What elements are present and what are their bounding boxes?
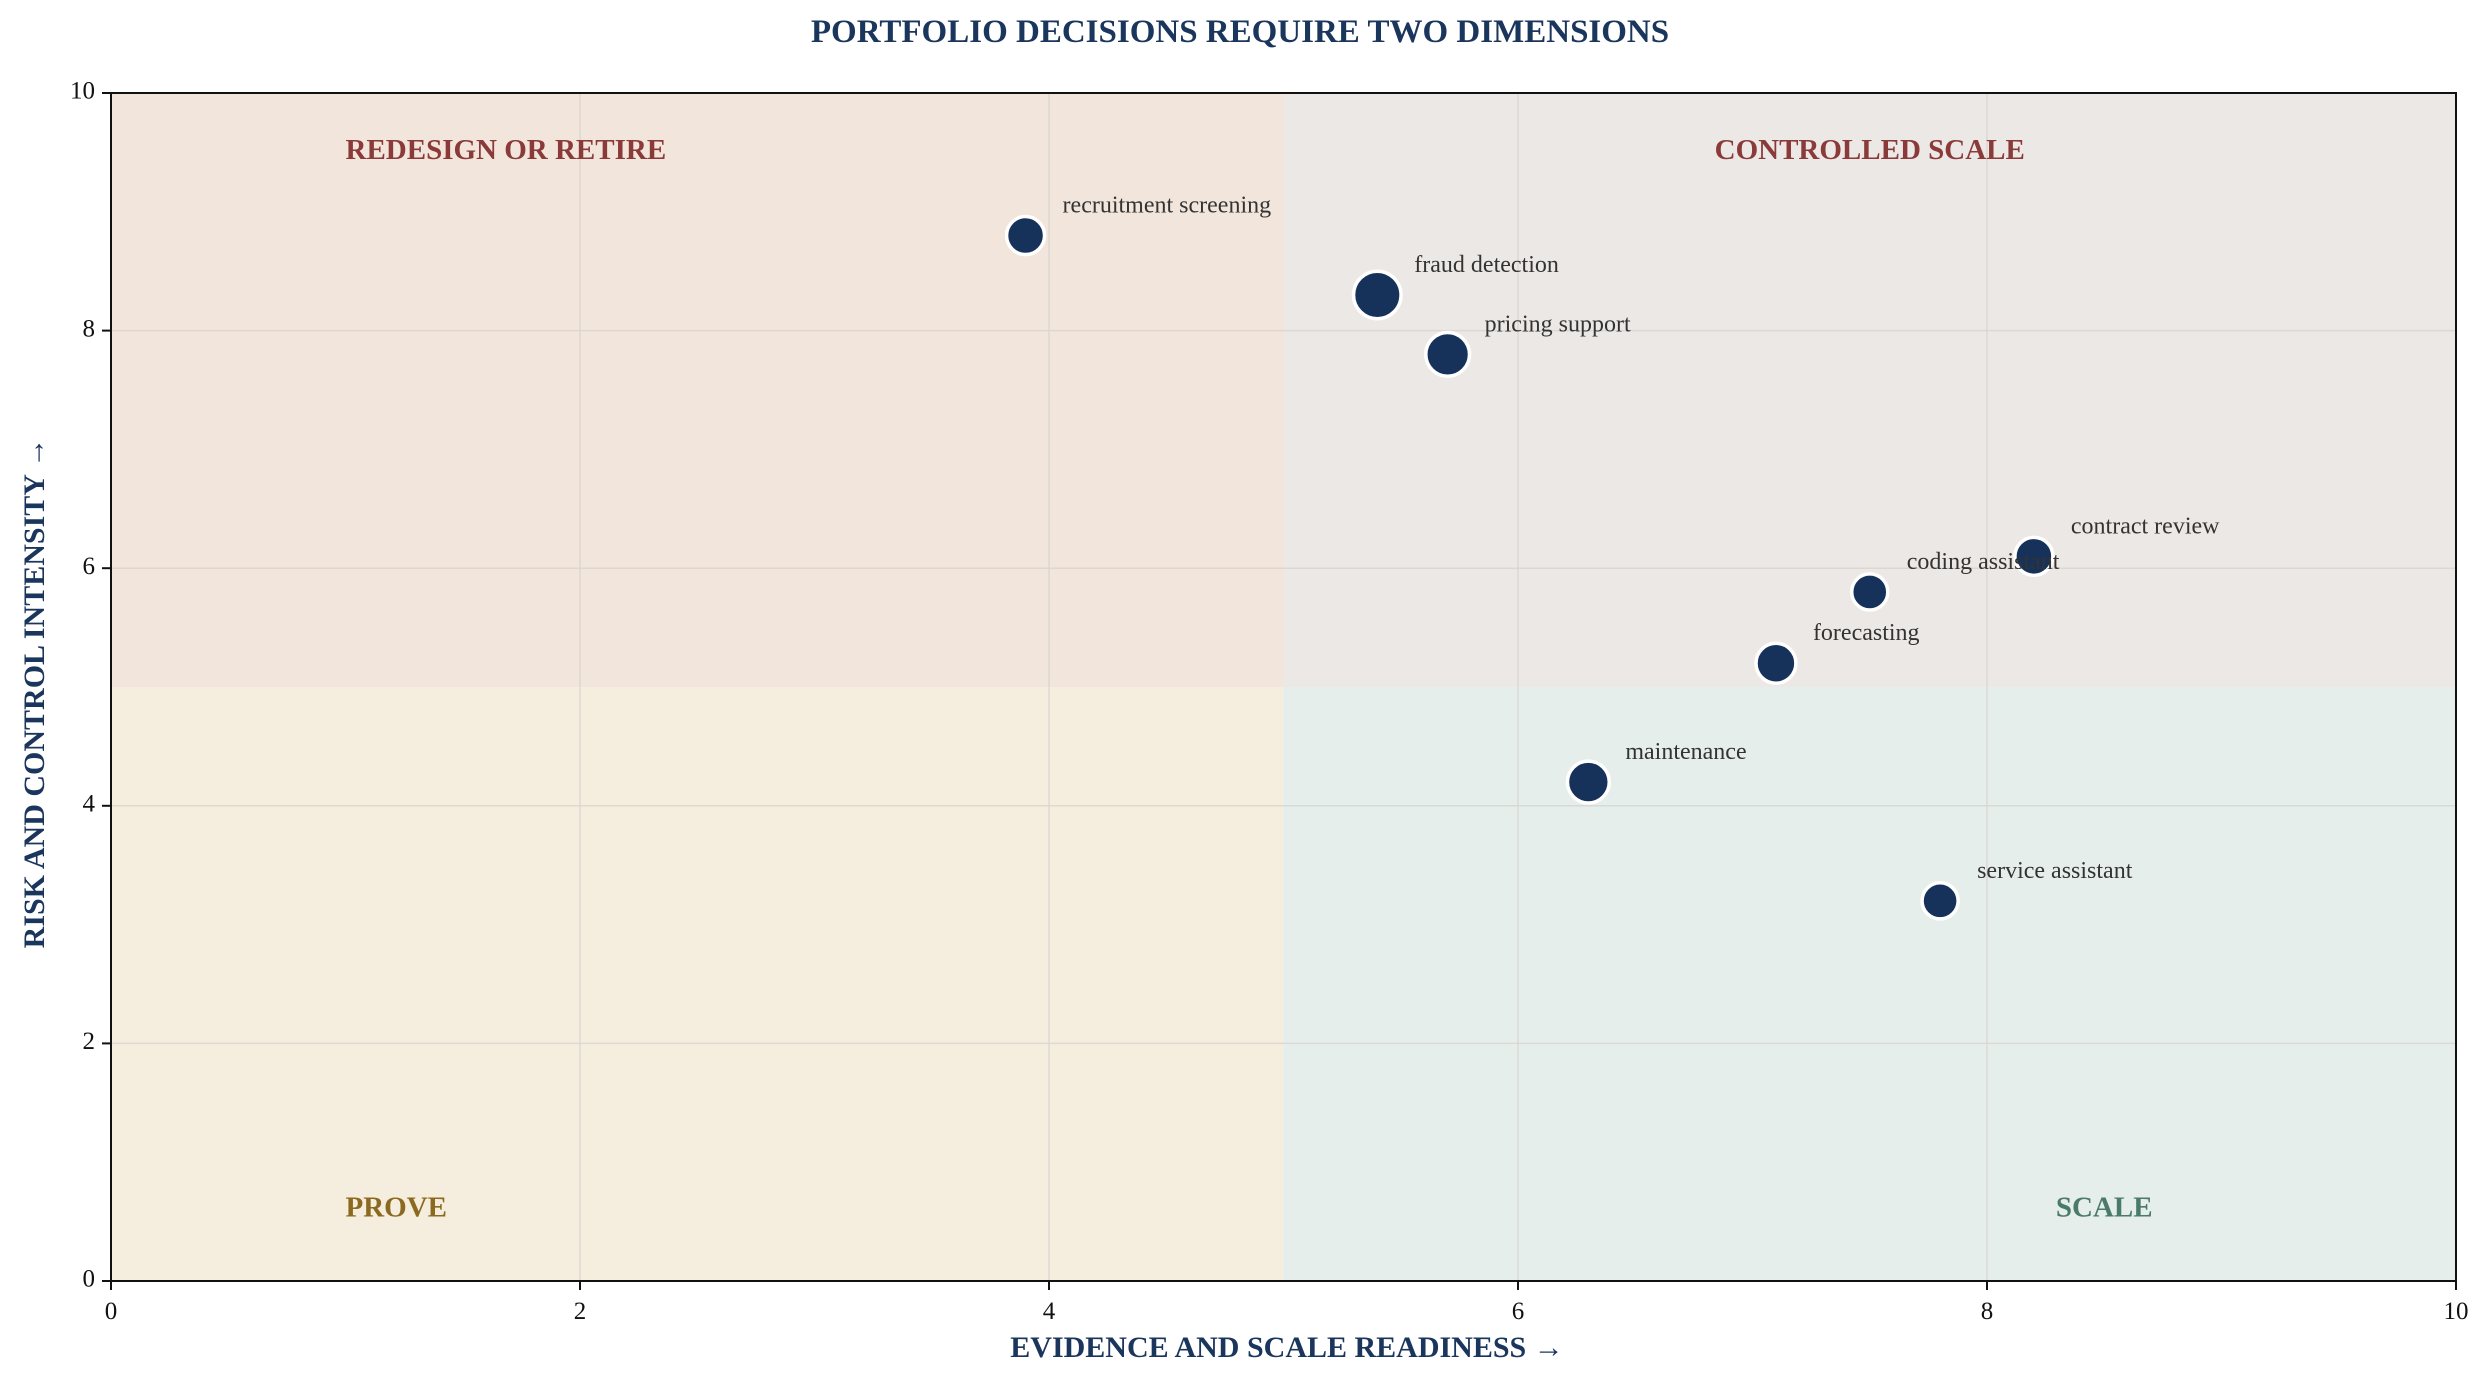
data-point [2013, 535, 2055, 578]
plot-area: REDESIGN OR RETIRE CONTROLLED SCALE PROVE S… [70, 78, 2469, 1325]
plot-frame [110, 92, 2457, 1282]
y-tick-label: 8 [83, 315, 96, 342]
quadrant-label-top-left: REDESIGN OR RETIRE [346, 134, 667, 166]
y-tick-label: 6 [83, 553, 96, 580]
x-tick-label: 10 [2444, 1298, 2469, 1325]
data-point [1849, 572, 1890, 612]
quadrant-top-left [111, 93, 1284, 687]
data-point-label: fraud detection [1414, 252, 1559, 278]
quadrant-bottom-right [1283, 687, 2456, 1281]
data-point-label: forecasting [1813, 620, 1920, 646]
data-point [1754, 641, 1798, 685]
quadrant-bottom-left [111, 687, 1284, 1281]
y-axis-label: RISK AND CONTROL INTENSITY → [18, 438, 51, 949]
y-tick-label: 2 [83, 1028, 96, 1055]
data-point-label: maintenance [1625, 739, 1746, 765]
data-point-label: coding assistant [1907, 549, 2060, 575]
data-point-label: contract review [2071, 513, 2220, 539]
x-tick-label: 6 [1512, 1298, 1525, 1325]
y-tick-label: 0 [83, 1266, 96, 1293]
x-tick-label: 0 [105, 1298, 118, 1325]
x-tick-label: 4 [1043, 1298, 1056, 1325]
x-tick-label: 2 [574, 1298, 587, 1325]
quadrant-label-top-right: CONTROLLED SCALE [1715, 134, 2025, 166]
data-point [1920, 881, 1960, 921]
data-point-label: service assistant [1977, 858, 2133, 884]
data-point [1565, 759, 1611, 805]
y-tick-label: 10 [70, 78, 95, 105]
data-point [1351, 269, 1403, 321]
data-point [1004, 214, 1047, 257]
chart-title: PORTFOLIO DECISIONS REQUIRE TWO DIMENSIO… [811, 14, 1669, 50]
data-point-label: recruitment screening [1063, 193, 1272, 219]
data-point-label: pricing support [1485, 311, 1631, 337]
x-tick-label: 8 [1981, 1298, 1994, 1325]
data-point [1424, 330, 1472, 378]
quadrant-label-bottom-right: SCALE [2056, 1191, 2153, 1223]
quadrant-label-bottom-left: PROVE [346, 1191, 448, 1223]
y-tick-label: 4 [83, 791, 96, 818]
x-axis-label: EVIDENCE AND SCALE READINESS → [1010, 1331, 1563, 1364]
